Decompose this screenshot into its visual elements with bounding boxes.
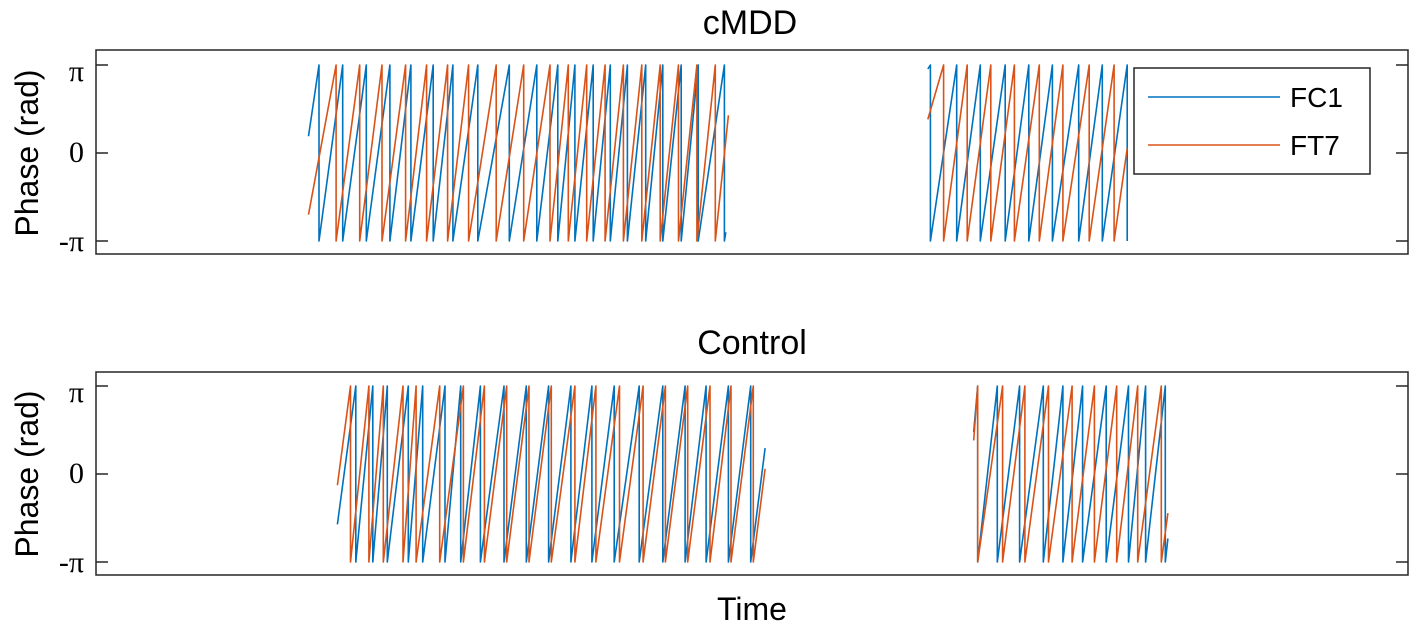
ytick-label-neg-pi: -π [59,546,84,579]
legend-label-fc1: FC1 [1290,82,1343,113]
series-line-fc1 [307,64,727,242]
series-line-ft7 [927,64,1128,242]
series-line-fc1 [336,385,766,563]
y-axis-label: Phase (rad) [9,390,45,557]
series-line-ft7 [336,385,766,563]
panel-control: Control π 0 -π Phase (rad) Time [9,324,1409,627]
series-group [307,64,1128,242]
panel-title: Control [697,324,807,362]
x-axis-label: Time [717,591,787,627]
ytick-label-zero: 0 [69,136,84,169]
ytick-label-zero: 0 [69,457,84,490]
legend-box [1133,67,1371,175]
legend-label-ft7: FT7 [1290,130,1340,161]
ytick-label-pi: π [69,55,84,88]
series-line-fc1 [927,64,1128,242]
panel-cmdd: cMDD π 0 -π Phase (rad) FC1 FT7 [9,4,1409,258]
series-group [336,385,1169,563]
y-axis-label: Phase (rad) [9,69,45,236]
legend: FC1 FT7 [1133,67,1371,175]
series-line-ft7 [307,64,730,242]
series-line-ft7 [972,385,1169,563]
y-ticks [96,385,1408,563]
ytick-label-neg-pi: -π [59,225,84,258]
y-ticks [96,64,1408,242]
ytick-label-pi: π [69,376,84,409]
panel-title: cMDD [703,4,797,42]
plot-frame [95,49,1409,255]
